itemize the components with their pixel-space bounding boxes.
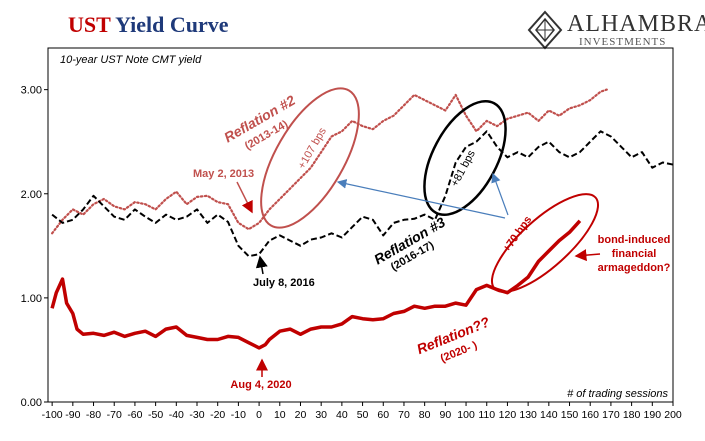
y-tick-label: 3.00 xyxy=(21,85,42,97)
logo-name: ALHAMBRA xyxy=(567,11,705,37)
plot-frame xyxy=(47,47,674,403)
bps81-label: +81 bps xyxy=(449,148,478,189)
bond-note-line2: financial xyxy=(612,248,657,260)
x-tick-label: 80 xyxy=(419,409,431,421)
bond-note-line3: armageddon? xyxy=(598,262,671,274)
x-tick-label: -10 xyxy=(231,409,246,421)
x-tick-label: 50 xyxy=(357,409,369,421)
x-tick-label: -90 xyxy=(65,409,80,421)
x-tick-label: -40 xyxy=(169,409,184,421)
x-axis: -100 -90 -80 -70 -60 -50 -40 -30 -20 -10 0 10 20 30 40… xyxy=(42,402,682,421)
title-part2: Yield Curve xyxy=(115,12,229,37)
x-tick-label: -30 xyxy=(189,409,204,421)
x-tick-label: -100 xyxy=(42,409,63,421)
x-tick-label: 70 xyxy=(398,409,410,421)
x-tick-label: 90 xyxy=(440,409,452,421)
reflation2020-ellipse xyxy=(490,193,600,293)
y-tick-label: 1.00 xyxy=(21,293,42,305)
logo-subtitle: INVESTMENTS xyxy=(579,36,667,48)
blue-arrow-up xyxy=(491,172,509,216)
july2016-label: July 8, 2016 xyxy=(253,277,315,289)
x-tick-label: -80 xyxy=(86,409,101,421)
x-tick-label: 110 xyxy=(478,409,495,421)
series-line-2020 xyxy=(50,219,582,350)
x-tick-label: 60 xyxy=(377,409,389,421)
july2016-arrow xyxy=(255,255,268,275)
bond-note-arrow xyxy=(574,249,601,262)
y-tick-label: 0.00 xyxy=(21,397,42,409)
may2013-arrow xyxy=(236,181,253,214)
chart-title: UST Yield Curve xyxy=(68,12,229,38)
x-tick-label: 150 xyxy=(561,409,579,421)
bond-note-line1: bond-induced xyxy=(598,234,671,246)
x-tick-label: 170 xyxy=(602,409,620,421)
series-group xyxy=(50,88,674,350)
x-tick-label: 100 xyxy=(457,409,475,421)
bps70-label: +70 bps xyxy=(501,214,535,255)
x-tick-label: 10 xyxy=(274,409,286,421)
x-tick-label: 180 xyxy=(623,409,641,421)
x-tick-label: 140 xyxy=(540,409,558,421)
x-tick-label: 160 xyxy=(581,409,599,421)
y-axis: 0.00 1.00 2.00 3.00 xyxy=(21,85,48,409)
x-tick-label: 40 xyxy=(336,409,348,421)
chart-subtitle: 10-year UST Note CMT yield xyxy=(60,54,202,66)
series-line-2013 xyxy=(50,88,608,235)
x-tick-label: 120 xyxy=(499,409,517,421)
x-tick-label: 20 xyxy=(295,409,307,421)
aug2020-label: Aug 4, 2020 xyxy=(230,379,291,391)
x-tick-label: 190 xyxy=(644,409,662,421)
x-tick-label: 130 xyxy=(519,409,537,421)
x-axis-label: # of trading sessions xyxy=(567,388,668,400)
reflation2-ellipse xyxy=(260,87,360,229)
may2013-label: May 2, 2013 xyxy=(193,168,254,180)
series-line-2016 xyxy=(51,130,674,258)
title-part1: UST xyxy=(68,12,111,37)
blue-arrow-left xyxy=(336,179,506,219)
x-tick-label: -60 xyxy=(127,409,142,421)
x-tick-label: 200 xyxy=(664,409,682,421)
x-tick-label: 30 xyxy=(315,409,327,421)
x-tick-label: 0 xyxy=(256,409,262,421)
x-tick-label: -70 xyxy=(107,409,122,421)
x-tick-label: -20 xyxy=(210,409,225,421)
x-tick-label: -50 xyxy=(148,409,163,421)
alhambra-logo: ALHAMBRA INVESTMENTS xyxy=(527,8,705,52)
y-tick-label: 2.00 xyxy=(21,189,42,201)
